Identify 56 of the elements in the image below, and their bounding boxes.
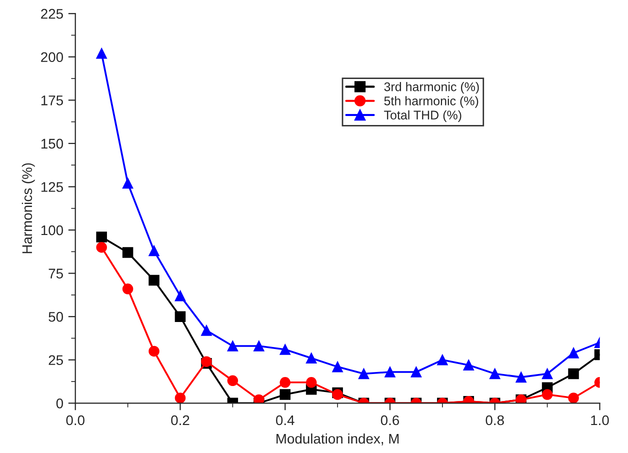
point: [174, 392, 186, 404]
y-tick-label: 200: [41, 52, 64, 62]
y-tick-label: 50: [48, 312, 64, 322]
x-tick-label: 0.0: [66, 415, 84, 426]
point: [280, 389, 290, 400]
point: [384, 366, 396, 378]
y-tick-label: 225: [41, 8, 63, 19]
x-axis-title: Modulation index, M: [276, 433, 399, 446]
point: [306, 377, 317, 388]
point: [280, 377, 290, 388]
point: [122, 247, 134, 258]
y-tick-label: 175: [41, 96, 63, 106]
y-axis-title: Harmonics (%): [22, 163, 35, 254]
x-tick-label: 0.6: [380, 415, 400, 426]
point: [227, 375, 238, 386]
point: [174, 311, 186, 322]
x-tick-label: 0.8: [486, 415, 504, 426]
point: [568, 392, 579, 404]
point: [96, 232, 107, 242]
point: [489, 368, 500, 380]
point: [542, 368, 553, 380]
point: [542, 389, 553, 400]
point: [201, 325, 212, 336]
point: [254, 340, 264, 352]
legend-label: 5th harmonic (%): [384, 96, 478, 108]
point: [148, 346, 160, 357]
point: [122, 284, 134, 294]
y-tick-label: 0: [56, 398, 64, 408]
point: [463, 360, 474, 370]
point: [122, 178, 134, 189]
point: [437, 354, 448, 366]
point: [148, 245, 160, 256]
point: [568, 368, 579, 380]
point: [96, 242, 107, 253]
point: [332, 361, 343, 372]
y-tick-label: 125: [41, 182, 63, 192]
point: [96, 48, 107, 59]
point: [516, 372, 526, 383]
point: [358, 368, 370, 380]
legend-label: Total THD (%): [384, 110, 462, 122]
y-tick-label: 100: [41, 225, 64, 236]
y-tick-label: 150: [41, 138, 64, 149]
point: [280, 344, 290, 355]
x-tick-label: 1.0: [591, 415, 609, 426]
legend-label: 3rd harmonic (%): [384, 82, 479, 94]
y-tick-label: 75: [48, 268, 63, 278]
point: [568, 348, 579, 358]
point: [306, 352, 317, 364]
x-tick-label: 0.2: [171, 415, 190, 426]
point: [254, 394, 264, 404]
y-tick-label: 25: [48, 355, 63, 366]
point: [174, 290, 186, 302]
point: [227, 340, 238, 352]
x-tick-label: 0.4: [276, 415, 294, 426]
point: [410, 366, 422, 378]
point: [148, 274, 160, 286]
